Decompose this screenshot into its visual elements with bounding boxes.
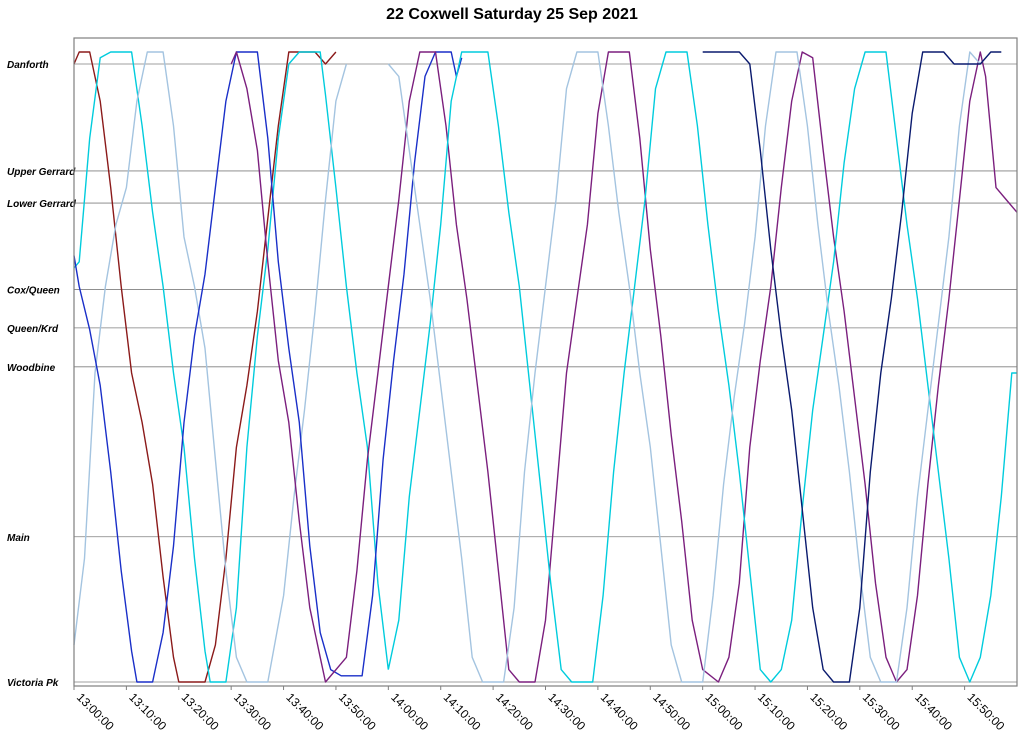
x-tick-label: 15:50:00 bbox=[964, 690, 1007, 733]
stop-label: Woodbine bbox=[7, 363, 56, 374]
x-tick-label: 15:40:00 bbox=[912, 690, 955, 733]
x-tick-label: 13:20:00 bbox=[179, 690, 222, 733]
vehicle-trace-6 bbox=[387, 51, 1017, 683]
x-tick-label: 13:50:00 bbox=[336, 690, 379, 733]
vehicle-trace-1 bbox=[73, 51, 337, 683]
x-tick-label: 15:00:00 bbox=[703, 690, 746, 733]
vehicle-trace-4 bbox=[73, 51, 463, 683]
stop-label: Main bbox=[7, 533, 30, 544]
plot-frame bbox=[73, 37, 1018, 687]
grid-layer bbox=[74, 63, 1017, 683]
x-tick-label: 14:10:00 bbox=[441, 690, 484, 733]
x-tick-label: 15:20:00 bbox=[807, 690, 850, 733]
x-tick-label: 13:40:00 bbox=[283, 690, 326, 733]
chart-title: 22 Coxwell Saturday 25 Sep 2021 bbox=[386, 6, 638, 23]
vehicle-trace-7 bbox=[387, 51, 981, 683]
vehicle-trace-2 bbox=[73, 51, 389, 683]
stop-label: Lower Gerrard bbox=[7, 199, 77, 210]
x-tick-label: 14:00:00 bbox=[388, 690, 431, 733]
stop-label: Cox/Queen bbox=[7, 286, 60, 297]
stop-label: Queen/Krd bbox=[7, 324, 59, 335]
x-tick-label: 14:40:00 bbox=[598, 690, 641, 733]
x-tick-label: 14:50:00 bbox=[650, 690, 693, 733]
x-tick-label: 15:30:00 bbox=[860, 690, 903, 733]
x-tick-label: 14:20:00 bbox=[493, 690, 536, 733]
stop-label: Victoria Pk bbox=[7, 678, 59, 689]
stop-label-layer: Danforth Upper Gerrard Lower Gerrard Cox/Qu… bbox=[7, 60, 77, 689]
x-tick-label: 15:10:00 bbox=[755, 690, 798, 733]
series-layer bbox=[73, 51, 1018, 683]
vehicle-trace-8 bbox=[702, 51, 1002, 683]
x-tick-label: 14:30:00 bbox=[545, 690, 588, 733]
tick-label-layer: 13:00:00 13:10:00 13:20:00 13:30:00 13:40:00… bbox=[73, 686, 1008, 733]
x-tick-label: 13:30:00 bbox=[231, 690, 274, 733]
stop-label: Danforth bbox=[7, 60, 49, 71]
vehicle-trace-5 bbox=[230, 51, 1018, 683]
x-tick-label: 13:00:00 bbox=[74, 690, 117, 733]
vehicle-trace-3 bbox=[73, 51, 348, 683]
stop-label: Upper Gerrard bbox=[7, 167, 76, 178]
x-tick-label: 13:10:00 bbox=[126, 690, 169, 733]
